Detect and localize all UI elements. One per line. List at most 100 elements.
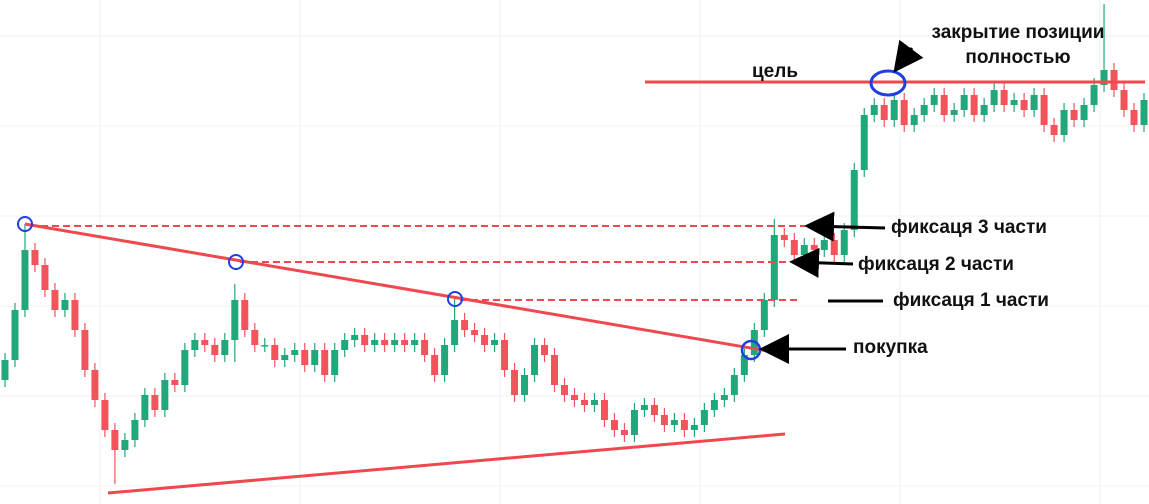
target-circle [869, 69, 907, 97]
candle-body [71, 300, 79, 330]
candle-body [151, 395, 159, 410]
candle-body [670, 420, 678, 425]
candle-body [1010, 100, 1018, 105]
candle-body [321, 350, 329, 375]
candle-body [531, 345, 539, 375]
candle-body [870, 105, 878, 115]
candle-body [521, 375, 529, 395]
candle-body [201, 340, 209, 345]
candle-body [431, 355, 439, 375]
candle-body [760, 300, 768, 330]
candle-body [1, 360, 9, 380]
candle-body [511, 370, 519, 395]
candle-body [580, 400, 588, 405]
candle-body [421, 340, 429, 355]
candle-body [1120, 90, 1128, 110]
candle-body [441, 345, 449, 375]
candle-body [291, 350, 299, 355]
candle-body [860, 115, 868, 170]
candle-body [481, 335, 489, 345]
arrow [893, 39, 924, 73]
candle-body [171, 380, 179, 385]
candle-body [361, 335, 369, 345]
candle-body [1140, 100, 1148, 125]
candle-body [211, 345, 219, 355]
upper-trendline [24, 222, 781, 355]
candle-body [21, 250, 29, 310]
candle-body [1100, 70, 1108, 85]
candle-body [551, 355, 559, 385]
candle-body [910, 115, 918, 125]
candle-body [960, 95, 968, 110]
candle-body [1080, 105, 1088, 120]
candle-body [351, 335, 359, 340]
candle-body [271, 345, 279, 360]
candle-body [221, 340, 229, 355]
arrow [804, 211, 886, 242]
buy-label: покупка [853, 337, 928, 358]
candle-body [1110, 70, 1118, 90]
candle-body [680, 420, 688, 430]
candle-body [131, 420, 139, 440]
candle-body [990, 90, 998, 105]
pivot-circle [447, 291, 463, 307]
arrow [789, 247, 854, 278]
lower-trendline [107, 432, 786, 495]
candle-body [930, 95, 938, 105]
candle-body [650, 405, 658, 415]
candle-body [940, 95, 948, 115]
candle-body [700, 410, 708, 425]
fix-label: фиксаця 2 части [858, 254, 1014, 275]
candle-body [41, 265, 49, 290]
candle-body [890, 100, 898, 120]
candle-body [331, 350, 339, 375]
candle-body [11, 310, 19, 360]
candle-body [501, 340, 509, 370]
candle-body [1020, 100, 1028, 110]
candle-body [1070, 110, 1078, 120]
fix-label: фиксаця 1 части [893, 290, 1049, 311]
fix-label: фиксаця 3 части [891, 217, 1047, 238]
candle-body [191, 340, 199, 350]
candle-body [141, 395, 149, 420]
candle-body [630, 410, 638, 435]
candle-body [381, 340, 389, 345]
candle-body [720, 395, 728, 400]
candle-body [491, 340, 499, 345]
candles [1, 4, 1148, 484]
candle-body [1060, 110, 1068, 135]
candle-body [121, 440, 129, 450]
candle-body [920, 105, 928, 115]
candle-body [900, 100, 908, 125]
candle-body [451, 320, 459, 345]
candle-body [91, 370, 99, 400]
target-label: цель [752, 61, 798, 82]
candle-body [181, 350, 189, 385]
candle-body [880, 105, 888, 120]
candle-body [261, 345, 269, 347]
candle-body [730, 375, 738, 395]
candle-body [600, 400, 608, 420]
candle-body [610, 420, 618, 430]
candle-body [401, 340, 409, 345]
candle-body [311, 350, 319, 365]
candle-body [950, 110, 958, 115]
candle-body [461, 320, 469, 330]
candle-body [251, 330, 259, 345]
candle-body [590, 400, 598, 405]
candle-body [1040, 95, 1048, 125]
candle-body [790, 240, 798, 255]
candle-body [840, 230, 848, 255]
candle-body [1030, 95, 1038, 110]
close-label: закрытие позиции [932, 22, 1105, 43]
candle-body [620, 430, 628, 435]
candle-body [111, 430, 119, 450]
candle-body [541, 345, 549, 355]
candle-body [561, 385, 569, 395]
candle-body [660, 415, 668, 425]
candle-body [231, 300, 239, 340]
candle-body [391, 340, 399, 345]
candle-body [241, 300, 249, 330]
candle-body [31, 250, 39, 265]
